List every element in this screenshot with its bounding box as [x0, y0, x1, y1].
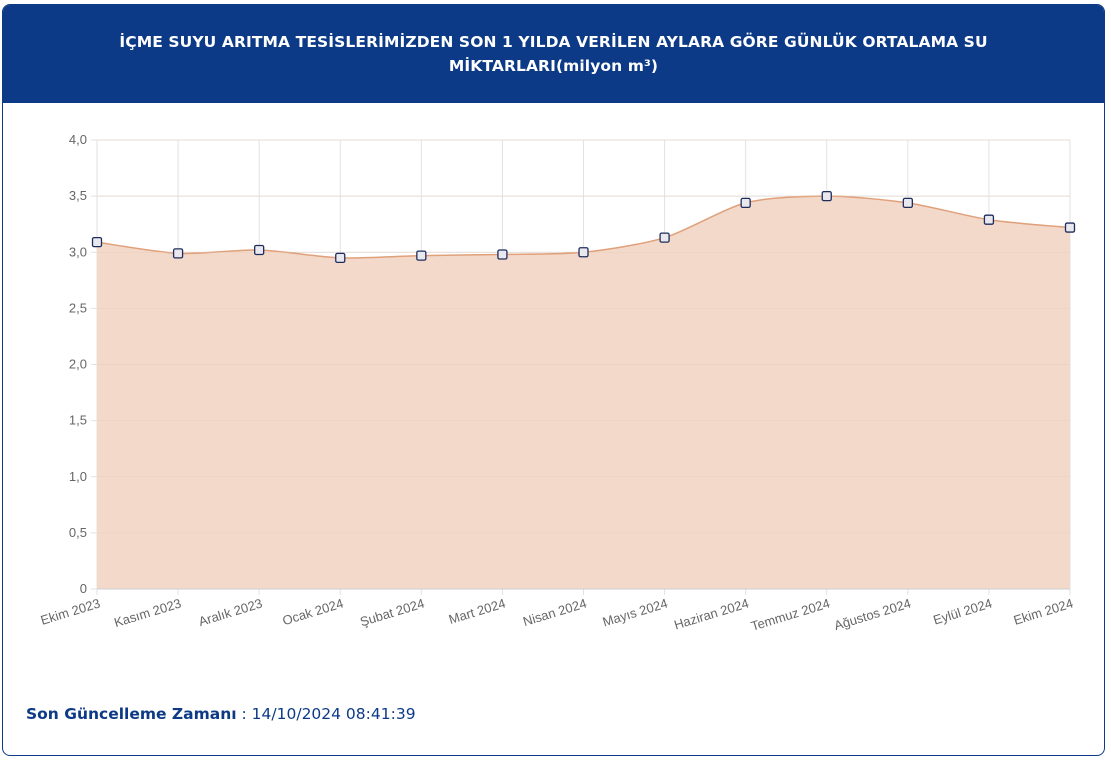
data-point [1064, 222, 1076, 233]
y-tick-label: 0,5 [69, 525, 87, 540]
y-tick-label: 3,5 [69, 188, 87, 203]
series-area [97, 196, 1070, 589]
data-point [902, 197, 913, 209]
chart-title: İÇME SUYU ARITMA TESİSLERİMİZDEN SON 1 Y… [119, 33, 988, 75]
x-tick-label: Haziran 2024 [672, 596, 750, 633]
x-tick-label: Ekim 2024 [1012, 596, 1075, 628]
x-tick-label: Nisan 2024 [521, 596, 588, 630]
data-point [983, 214, 995, 225]
last-update-separator: : [236, 705, 252, 723]
y-tick-label: 1,5 [69, 413, 87, 428]
x-tick-label: Ağustos 2024 [832, 596, 912, 634]
data-point [172, 248, 184, 259]
x-tick-label: Temmuz 2024 [749, 596, 831, 634]
last-update-value: 14/10/2024 08:41:39 [251, 705, 416, 723]
data-point [416, 250, 427, 261]
y-tick-label: 3,0 [69, 244, 87, 259]
y-tick-label: 2,0 [69, 357, 87, 372]
data-point [335, 252, 346, 264]
x-tick-label: Ocak 2024 [281, 596, 346, 629]
x-tick-label: Mart 2024 [447, 596, 507, 627]
x-tick-label: Aralık 2023 [197, 596, 264, 630]
data-point [254, 244, 265, 256]
data-point [659, 232, 670, 243]
data-point [497, 249, 508, 260]
y-tick-label: 0 [80, 581, 87, 596]
data-point [821, 190, 832, 202]
x-tick-label: Şubat 2024 [358, 596, 426, 630]
x-tick-label: Ekim 2023 [39, 596, 102, 628]
x-tick-label: Mayıs 2024 [601, 596, 670, 630]
y-tick-label: 4,0 [69, 132, 87, 147]
chart-header: İÇME SUYU ARITMA TESİSLERİMİZDEN SON 1 Y… [3, 5, 1104, 103]
area-chart: 0 0,5 1,0 1,5 2,0 2,5 3,0 3,5 4,0 Ekim 2023 Kasım … [39, 132, 1076, 634]
y-tick-label: 2,5 [69, 300, 87, 315]
x-tick-label: Kasım 2023 [112, 596, 183, 631]
last-update: Son Güncelleme Zamanı : 14/10/2024 08:41… [26, 705, 416, 723]
y-tick-label: 1,0 [69, 469, 87, 484]
data-point [91, 236, 103, 248]
data-point [740, 197, 751, 209]
x-tick-label: Eylül 2024 [931, 596, 993, 628]
data-point [578, 247, 589, 258]
last-update-label: Son Güncelleme Zamanı [26, 705, 237, 723]
